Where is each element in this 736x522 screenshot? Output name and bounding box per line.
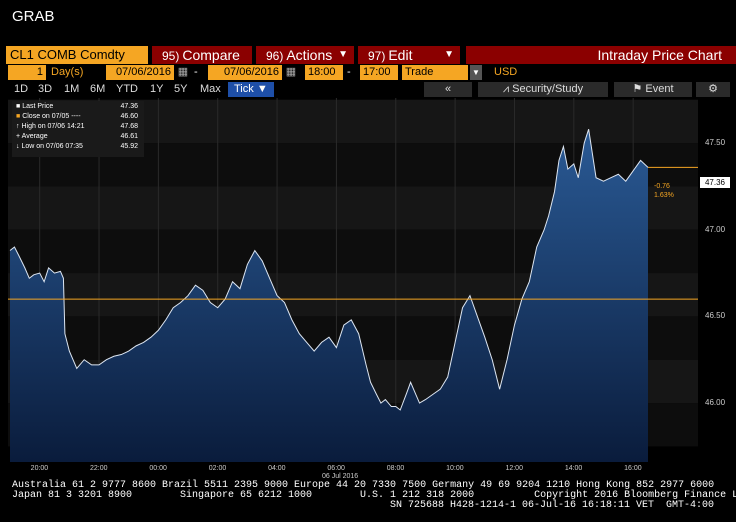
legend-label: Last Price xyxy=(22,103,54,110)
x-tick-label: 10:00 xyxy=(446,465,464,472)
days-value-input[interactable]: 1 xyxy=(8,65,46,80)
change-pct: 1.63% xyxy=(654,192,674,199)
chart-title: Intraday Price Chart xyxy=(466,46,736,64)
legend-label: High on 07/06 14:21 xyxy=(21,123,85,130)
date-label: 06 Jul 2016 xyxy=(322,473,359,480)
period-1y[interactable]: 1Y xyxy=(150,83,164,95)
edit-button[interactable]: 97) Edit ▼ xyxy=(358,46,460,64)
window-title: GRAB xyxy=(12,8,55,25)
legend-label: Average xyxy=(21,133,48,140)
period-max[interactable]: Max xyxy=(200,83,221,95)
actions-label: Actions xyxy=(286,47,333,63)
price-line xyxy=(9,129,649,411)
date-separator: - xyxy=(194,66,198,78)
compare-number: 95) xyxy=(162,49,180,63)
time-separator: - xyxy=(347,66,351,78)
flag-icon: ⚑ xyxy=(632,83,646,95)
actions-number: 96) xyxy=(266,49,284,63)
currency-label[interactable]: USD xyxy=(494,66,518,78)
x-tick-label: 16:00 xyxy=(624,465,642,472)
y-tick-label: 47.50 xyxy=(705,138,726,148)
x-tick-label: 04:00 xyxy=(268,465,286,472)
period-1d[interactable]: 1D xyxy=(14,83,29,95)
period-bar: 1D 3D 1M 6M YTD 1Y 5Y Max Tick ▼ « ⩘ Sec… xyxy=(8,82,730,97)
security-study-button[interactable]: ⩘ Security/Study xyxy=(478,82,608,97)
chevron-down-icon: ▼ xyxy=(338,49,348,60)
compare-button[interactable]: 95) Compare xyxy=(152,46,252,64)
compare-label: Compare xyxy=(182,47,240,63)
chevron-down-icon: ▼ xyxy=(444,49,454,60)
x-tick-label: 06:00 xyxy=(327,465,345,472)
actions-button[interactable]: 96) Actions ▼ xyxy=(256,46,354,64)
settings-gear-icon[interactable]: ⚙ xyxy=(696,82,730,97)
legend-label: Low on 07/06 07:35 xyxy=(21,143,83,150)
price-area xyxy=(10,129,648,462)
period-tick-dropdown[interactable]: Tick ▼ xyxy=(228,82,274,97)
price-chart[interactable] xyxy=(8,98,698,462)
legend-row-average: + Average 46.61 xyxy=(16,133,138,140)
period-1m[interactable]: 1M xyxy=(64,83,80,95)
calendar-icon[interactable]: ▦ xyxy=(177,66,189,78)
event-button[interactable]: ⚑ Event xyxy=(614,82,692,97)
legend-value: 46.61 xyxy=(120,133,138,140)
x-tick-label: 20:00 xyxy=(30,465,49,472)
period-ytd[interactable]: YTD xyxy=(116,83,138,95)
x-tick-label: 12:00 xyxy=(505,465,523,472)
edit-number: 97) xyxy=(368,49,386,63)
x-tick-label: 14:00 xyxy=(564,465,583,472)
change-abs: -0.76 xyxy=(654,183,670,190)
calendar-icon[interactable]: ▦ xyxy=(285,66,297,78)
footer: Australia 61 2 9777 8600 Brazil 5511 239… xyxy=(12,480,736,511)
y-tick-label: 46.50 xyxy=(705,311,726,321)
y-tick-label: 46.00 xyxy=(705,398,726,408)
chevron-down-icon[interactable]: ▼ xyxy=(470,65,482,80)
back-button[interactable]: « xyxy=(424,82,472,97)
end-time-input[interactable]: 17:00 xyxy=(360,65,398,80)
chart-line-icon: ⩘ xyxy=(502,83,513,95)
y-tick-label: 47.00 xyxy=(705,224,726,234)
legend-row-close: ■ Close on 07/05 ---- 46.60 xyxy=(16,113,138,120)
event-label: Event xyxy=(645,83,674,95)
x-tick-label: 22:00 xyxy=(90,465,108,472)
legend-label: Close on 07/05 ---- xyxy=(22,113,81,120)
legend-row-low: ↓ Low on 07/06 07:35 45.92 xyxy=(16,143,138,150)
footer-line-3: SN 725688 H428-1214-1 06-Jul-16 16:18:11… xyxy=(390,500,715,511)
chart-svg xyxy=(8,98,698,462)
last-price-marker: 47.36 xyxy=(700,177,730,188)
legend-value: 47.36 xyxy=(120,103,138,110)
legend-value: 45.92 xyxy=(120,143,138,150)
legend-row-high: ↑ High on 07/06 14:21 47.68 xyxy=(16,123,138,130)
start-time-input[interactable]: 18:00 xyxy=(305,65,343,80)
start-date-input[interactable]: 07/06/2016 xyxy=(106,65,174,80)
chart-legend: ■ Last Price 47.36 ■ Close on 07/05 ---- 4… xyxy=(12,101,144,157)
x-tick-label: 02:00 xyxy=(208,465,227,472)
footer-line-1: Australia 61 2 9777 8600 Brazil 5511 239… xyxy=(12,480,715,491)
days-unit-label[interactable]: Day(s) xyxy=(51,66,84,78)
x-tick-label: 08:00 xyxy=(386,465,405,472)
toolbar: CL1 COMB Comdty 95) Compare 96) Actions ▼ … xyxy=(0,46,736,64)
period-6m[interactable]: 6M xyxy=(90,83,106,95)
x-tick-label: 00:00 xyxy=(149,465,167,472)
footer-line-2: Japan 81 3 3201 8900 Singapore 65 6212 1… xyxy=(12,490,736,501)
params-bar: 1 Day(s) 07/06/2016 ▦ - 07/06/2016 ▦ 18:… xyxy=(0,65,736,81)
legend-value: 46.60 xyxy=(120,113,138,120)
period-tick-label: Tick xyxy=(234,83,254,95)
security-study-label: Security/Study xyxy=(512,83,584,95)
period-5y[interactable]: 5Y xyxy=(174,83,188,95)
ticker-field[interactable]: CL1 COMB Comdty xyxy=(6,46,148,64)
event-type-select[interactable]: Trade xyxy=(402,65,468,80)
legend-value: 47.68 xyxy=(120,123,138,130)
end-date-input[interactable]: 07/06/2016 xyxy=(208,65,282,80)
legend-row-last: ■ Last Price 47.36 xyxy=(16,103,138,110)
edit-label: Edit xyxy=(388,47,413,63)
period-3d[interactable]: 3D xyxy=(38,83,53,95)
